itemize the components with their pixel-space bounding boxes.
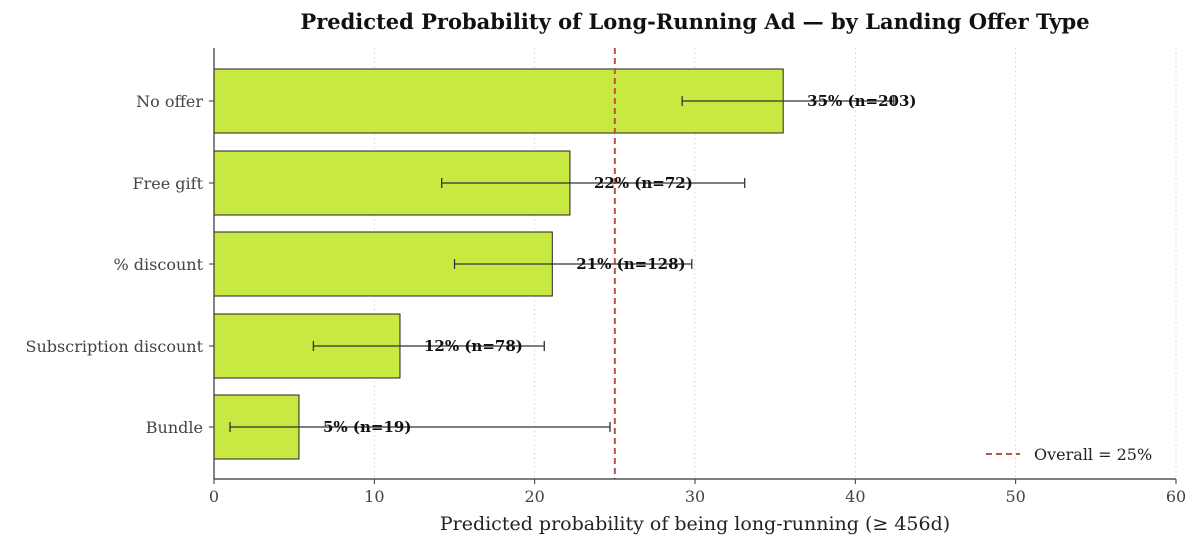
y-tick-label: Free gift — [133, 174, 204, 193]
legend-label: Overall = 25% — [1034, 445, 1152, 464]
legend: Overall = 25% — [986, 445, 1152, 464]
x-tick-label: 20 — [524, 487, 544, 506]
error-bars — [229, 96, 895, 432]
x-tick-label: 60 — [1166, 487, 1186, 506]
axes: No offer Free gift % discount Subscription … — [26, 48, 1186, 506]
x-tick-label: 30 — [685, 487, 705, 506]
data-label: 35% (n=203) — [807, 92, 916, 110]
y-tick-label: Subscription discount — [26, 337, 204, 356]
x-tick-label: 0 — [209, 487, 219, 506]
data-label: 22% (n=72) — [594, 174, 693, 192]
data-label: 21% (n=128) — [576, 255, 685, 273]
x-tick-label: 10 — [364, 487, 384, 506]
y-tick-label: % discount — [114, 255, 204, 274]
y-tick-label: No offer — [136, 92, 203, 111]
x-axis-label: Predicted probability of being long-runn… — [440, 513, 950, 535]
chart-title: Predicted Probability of Long-Running Ad… — [300, 9, 1089, 34]
x-tick-label: 50 — [1005, 487, 1025, 506]
data-label: 5% (n=19) — [323, 418, 411, 436]
data-labels: 35% (n=203) 22% (n=72) 21% (n=128) 12% (n=7… — [323, 92, 917, 436]
y-tick-label: Bundle — [146, 418, 203, 437]
x-tick-label: 40 — [845, 487, 865, 506]
data-label: 12% (n=78) — [424, 337, 523, 355]
